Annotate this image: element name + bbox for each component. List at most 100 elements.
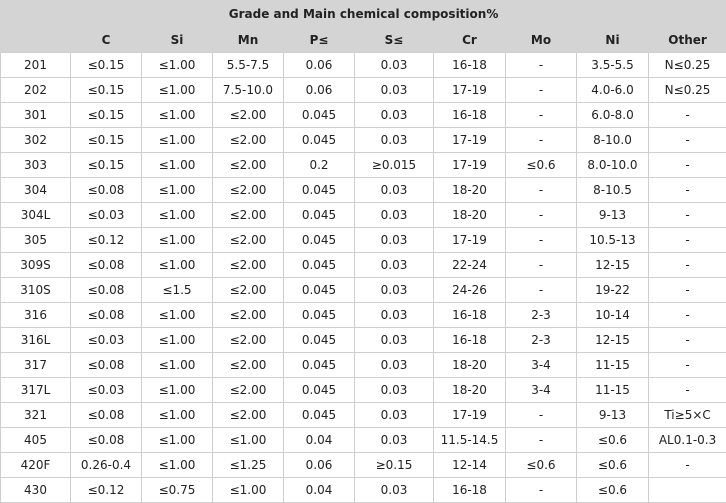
value-cell: - bbox=[505, 402, 577, 428]
grade-cell: 310S bbox=[0, 277, 71, 303]
value-cell: 3.5-5.5 bbox=[576, 52, 649, 78]
value-cell: 0.03 bbox=[354, 177, 434, 203]
grade-cell: 309S bbox=[0, 252, 71, 278]
value-cell: ≤2.00 bbox=[212, 127, 284, 153]
value-cell: ≤0.75 bbox=[141, 477, 213, 503]
value-cell: 19-22 bbox=[576, 277, 649, 303]
value-cell: ≤0.15 bbox=[70, 102, 142, 128]
value-cell: ≤2.00 bbox=[212, 252, 284, 278]
table-title: Grade and Main chemical composition% bbox=[0, 0, 726, 27]
value-cell: 0.03 bbox=[354, 102, 434, 128]
value-cell: 0.06 bbox=[283, 77, 355, 103]
value-cell: 0.045 bbox=[283, 252, 355, 278]
value-cell: 11-15 bbox=[576, 352, 649, 378]
value-cell: - bbox=[647, 352, 726, 378]
value-cell: - bbox=[647, 127, 726, 153]
value-cell: - bbox=[505, 227, 577, 253]
value-cell: ≤1.00 bbox=[141, 77, 213, 103]
value-cell: 0.045 bbox=[283, 127, 355, 153]
value-cell: 17-19 bbox=[433, 227, 506, 253]
value-cell: 0.03 bbox=[354, 402, 434, 428]
table-row: 303 ≤0.15 ≤1.00 ≤2.00 0.2 ≥0.015 17-19 ≤0.6 8.0-… bbox=[0, 152, 726, 178]
value-cell: ≤1.00 bbox=[141, 152, 213, 178]
value-cell: 0.04 bbox=[283, 427, 355, 453]
value-cell: 2-3 bbox=[505, 327, 577, 353]
value-cell: ≤1.00 bbox=[141, 427, 213, 453]
value-cell: ≤1.00 bbox=[141, 402, 213, 428]
value-cell: ≤2.00 bbox=[212, 227, 284, 253]
grade-cell: 201 bbox=[0, 52, 71, 78]
table-body: 201 ≤0.15 ≤1.00 5.5-7.5 0.06 0.03 16-18-3.5-5.… bbox=[0, 52, 726, 503]
value-cell: ≤1.00 bbox=[141, 202, 213, 228]
value-cell: 11.5-14.5 bbox=[433, 427, 506, 453]
value-cell: ≤1.00 bbox=[141, 377, 213, 403]
value-cell: 0.26-0.4 bbox=[70, 452, 142, 478]
column-header: S≤ bbox=[354, 26, 434, 53]
value-cell: 0.045 bbox=[283, 102, 355, 128]
value-cell: ≤2.00 bbox=[212, 177, 284, 203]
table-row: 405 ≤0.08 ≤1.00 ≤1.00 0.04 0.03 11.5-14.5- ≤0.6… bbox=[0, 427, 726, 453]
value-cell: ≤0.03 bbox=[70, 202, 142, 228]
table-row: 310S ≤0.08 ≤1.5 ≤2.00 0.045 0.03 24-26-19-22- bbox=[0, 277, 726, 303]
value-cell: ≤2.00 bbox=[212, 152, 284, 178]
value-cell: ≤2.00 bbox=[212, 327, 284, 353]
column-header: Mn bbox=[212, 26, 284, 53]
value-cell: - bbox=[647, 202, 726, 228]
value-cell: ≤0.6 bbox=[576, 452, 649, 478]
value-cell: - bbox=[647, 277, 726, 303]
value-cell: 0.03 bbox=[354, 377, 434, 403]
value-cell: 9-13 bbox=[576, 202, 649, 228]
table-row: 201 ≤0.15 ≤1.00 5.5-7.5 0.06 0.03 16-18-3.5-5.… bbox=[0, 52, 726, 78]
grade-cell: 321 bbox=[0, 402, 71, 428]
value-cell: 7.5-10.0 bbox=[212, 77, 284, 103]
value-cell: - bbox=[505, 52, 577, 78]
value-cell: 6.0-8.0 bbox=[576, 102, 649, 128]
value-cell: ≤2.00 bbox=[212, 352, 284, 378]
value-cell: 0.03 bbox=[354, 52, 434, 78]
value-cell: ≤0.03 bbox=[70, 327, 142, 353]
column-header: Ni bbox=[576, 26, 649, 53]
value-cell: 10-14 bbox=[576, 302, 649, 328]
value-cell: ≤1.00 bbox=[141, 227, 213, 253]
table-row: 202 ≤0.15 ≤1.00 7.5-10.0 0.06 0.03 17-19-4.0-6… bbox=[0, 77, 726, 103]
value-cell: ≤2.00 bbox=[212, 402, 284, 428]
value-cell: 0.03 bbox=[354, 277, 434, 303]
grade-cell: 304L bbox=[0, 202, 71, 228]
value-cell: - bbox=[505, 177, 577, 203]
table-row: 317L ≤0.03 ≤1.00 ≤2.00 0.045 0.03 18-20 3-4 11-1… bbox=[0, 377, 726, 403]
value-cell: 0.06 bbox=[283, 452, 355, 478]
value-cell: 0.03 bbox=[354, 227, 434, 253]
grade-cell: 301 bbox=[0, 102, 71, 128]
value-cell: 18-20 bbox=[433, 377, 506, 403]
column-header: Mo bbox=[505, 26, 577, 53]
grade-cell: 317 bbox=[0, 352, 71, 378]
value-cell: - bbox=[505, 252, 577, 278]
value-cell: 18-20 bbox=[433, 177, 506, 203]
value-cell: 0.045 bbox=[283, 402, 355, 428]
value-cell: - bbox=[647, 152, 726, 178]
column-header: C bbox=[70, 26, 142, 53]
table-row: 316L ≤0.03 ≤1.00 ≤2.00 0.045 0.03 16-18 2-3 12-1… bbox=[0, 327, 726, 353]
table-row: 304L ≤0.03 ≤1.00 ≤2.00 0.045 0.03 18-20-9-13- bbox=[0, 202, 726, 228]
value-cell: ≤1.00 bbox=[141, 452, 213, 478]
grade-cell: 202 bbox=[0, 77, 71, 103]
value-cell: ≤2.00 bbox=[212, 377, 284, 403]
table-row: 316 ≤0.08 ≤1.00 ≤2.00 0.045 0.03 16-18 2-3 10-14… bbox=[0, 302, 726, 328]
value-cell: ≥0.15 bbox=[354, 452, 434, 478]
value-cell: ≤0.08 bbox=[70, 302, 142, 328]
value-cell: 16-18 bbox=[433, 477, 506, 503]
value-cell: - bbox=[647, 327, 726, 353]
value-cell: 0.045 bbox=[283, 227, 355, 253]
grade-cell: 304 bbox=[0, 177, 71, 203]
value-cell: ≤0.08 bbox=[70, 427, 142, 453]
value-cell: 17-19 bbox=[433, 127, 506, 153]
value-cell: ≤2.00 bbox=[212, 202, 284, 228]
value-cell: 12-15 bbox=[576, 252, 649, 278]
value-cell: 0.2 bbox=[283, 152, 355, 178]
value-cell: ≤0.12 bbox=[70, 477, 142, 503]
value-cell: 17-19 bbox=[433, 402, 506, 428]
value-cell: ≤0.15 bbox=[70, 127, 142, 153]
column-header bbox=[0, 26, 71, 53]
table-row: 420F 0.26-0.4 ≤1.00 ≤1.25 0.06 ≥0.15 12-14 ≤0.6… bbox=[0, 452, 726, 478]
table-row: 309S ≤0.08 ≤1.00 ≤2.00 0.045 0.03 22-24-12-15- bbox=[0, 252, 726, 278]
